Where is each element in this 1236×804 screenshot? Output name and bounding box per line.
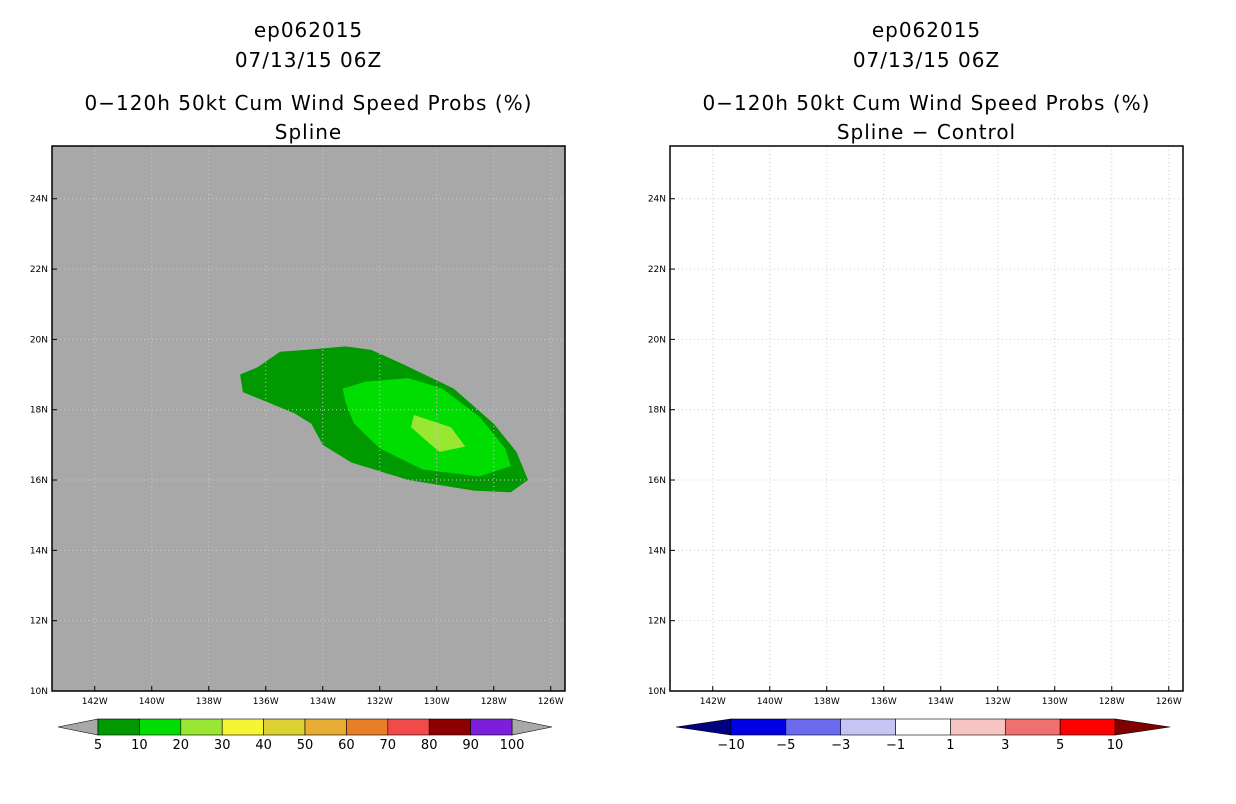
- chart-title-line-2: 07/13/15 06Z: [853, 48, 1000, 72]
- colorbar-label-6: 50: [297, 738, 314, 753]
- x-tick-label-140W: 140W: [139, 697, 165, 707]
- y-tick-label-22N: 22N: [648, 265, 666, 275]
- x-tick-label-134W: 134W: [310, 697, 336, 707]
- y-tick-label-24N: 24N: [648, 195, 666, 205]
- colorbar-label-8: 70: [380, 738, 397, 753]
- colorbar-swatch-1: [97, 718, 140, 736]
- colorbar-swatch-1: [730, 718, 787, 736]
- x-tick-label-138W: 138W: [196, 697, 222, 707]
- colorbar-swatch-9: [428, 718, 471, 736]
- y-tick-label-18N: 18N: [30, 406, 48, 416]
- colorbar-label-1: 5: [94, 738, 102, 753]
- x-tick-label-126W: 126W: [1156, 697, 1182, 707]
- colorbar-high-triangle: [511, 718, 553, 736]
- colorbar-swatch-10: [470, 718, 513, 736]
- chart-title-line-4: Spline: [275, 120, 342, 144]
- y-tick-label-20N: 20N: [648, 335, 666, 345]
- colorbar-label-6: 3: [1001, 738, 1009, 753]
- y-tick-label-10N: 10N: [648, 687, 666, 697]
- colorbar-label-1: −10: [717, 738, 744, 753]
- plot-area: [670, 146, 1183, 691]
- colorbar-swatch-4: [895, 718, 951, 736]
- x-tick-label-138W: 138W: [814, 697, 840, 707]
- colorbar-label-10: 90: [462, 738, 479, 753]
- chart-title-line-4: Spline − Control: [837, 120, 1016, 144]
- colorbar-swatch-5: [950, 718, 1006, 736]
- colorbar-label-11: 100: [500, 738, 525, 753]
- y-tick-label-16N: 16N: [648, 476, 666, 486]
- x-tick-label-132W: 132W: [367, 697, 393, 707]
- colorbar-swatch-2: [785, 718, 842, 736]
- colorbar-swatch-7: [346, 718, 389, 736]
- x-tick-label-132W: 132W: [985, 697, 1011, 707]
- chart-title-line-3: 0−120h 50kt Cum Wind Speed Probs (%): [703, 91, 1151, 115]
- plot-frame: [51, 145, 566, 692]
- colorbar-label-9: 80: [421, 738, 438, 753]
- chart-title-line-2: 07/13/15 06Z: [235, 48, 382, 72]
- chart-panel-1: ep062015 07/13/15 06Z 0−120h 50kt Cum Wind…: [30, 18, 566, 753]
- y-tick-label-12N: 12N: [648, 617, 666, 627]
- chart-panel-2: ep062015 07/13/15 06Z 0−120h 50kt Cum Wind…: [648, 18, 1184, 753]
- colorbar-swatch-4: [221, 718, 264, 736]
- y-tick-label-24N: 24N: [30, 195, 48, 205]
- y-tick-label-20N: 20N: [30, 335, 48, 345]
- colorbar-low-triangle: [675, 718, 732, 736]
- colorbar-label-8: 10: [1107, 738, 1124, 753]
- plot-frame: [669, 145, 1184, 692]
- x-tick-label-142W: 142W: [82, 697, 108, 707]
- colorbar-swatch-6: [1004, 718, 1061, 736]
- y-tick-label-18N: 18N: [648, 406, 666, 416]
- y-tick-label-12N: 12N: [30, 617, 48, 627]
- colorbar-label-4: 30: [214, 738, 231, 753]
- colorbar-label-7: 5: [1056, 738, 1064, 753]
- colorbar: −10 −5 −3 −1 1 3 5 10: [675, 718, 1171, 753]
- colorbar-label-4: −1: [886, 738, 905, 753]
- x-tick-label-128W: 128W: [1099, 697, 1125, 707]
- chart-title-line-1: ep062015: [872, 18, 981, 42]
- colorbar-label-3: 20: [173, 738, 190, 753]
- y-tick-label-22N: 22N: [30, 265, 48, 275]
- chart-title-line-1: ep062015: [254, 18, 363, 42]
- colorbar-high-triangle: [1114, 718, 1171, 736]
- x-tick-label-136W: 136W: [253, 697, 279, 707]
- x-tick-label-130W: 130W: [424, 697, 450, 707]
- colorbar-swatch-6: [304, 718, 347, 736]
- colorbar-label-5: 40: [255, 738, 272, 753]
- colorbar-swatch-3: [840, 718, 896, 736]
- y-tick-label-10N: 10N: [30, 687, 48, 697]
- y-tick-label-16N: 16N: [30, 476, 48, 486]
- colorbar: 5 10 20 30 40 50 60 70 80 90 100: [57, 718, 553, 753]
- colorbar-label-2: 10: [131, 738, 148, 753]
- colorbar-swatch-2: [139, 718, 182, 736]
- colorbar-label-7: 60: [338, 738, 355, 753]
- x-tick-label-128W: 128W: [481, 697, 507, 707]
- colorbar-label-3: −3: [831, 738, 850, 753]
- contour-fill-20: [411, 415, 466, 452]
- chart-title-line-3: 0−120h 50kt Cum Wind Speed Probs (%): [85, 91, 533, 115]
- y-tick-label-14N: 14N: [648, 546, 666, 556]
- x-tick-label-140W: 140W: [757, 697, 783, 707]
- x-tick-label-136W: 136W: [871, 697, 897, 707]
- colorbar-low-triangle: [57, 718, 99, 736]
- colorbar-swatch-3: [180, 718, 223, 736]
- colorbar-label-5: 1: [946, 738, 954, 753]
- colorbar-swatch-7: [1059, 718, 1116, 736]
- x-tick-label-134W: 134W: [928, 697, 954, 707]
- colorbar-label-2: −5: [776, 738, 795, 753]
- x-tick-label-142W: 142W: [700, 697, 726, 707]
- x-tick-label-126W: 126W: [538, 697, 564, 707]
- colorbar-swatch-5: [263, 718, 306, 736]
- x-tick-label-130W: 130W: [1042, 697, 1068, 707]
- colorbar-swatch-8: [387, 718, 430, 736]
- y-tick-label-14N: 14N: [30, 546, 48, 556]
